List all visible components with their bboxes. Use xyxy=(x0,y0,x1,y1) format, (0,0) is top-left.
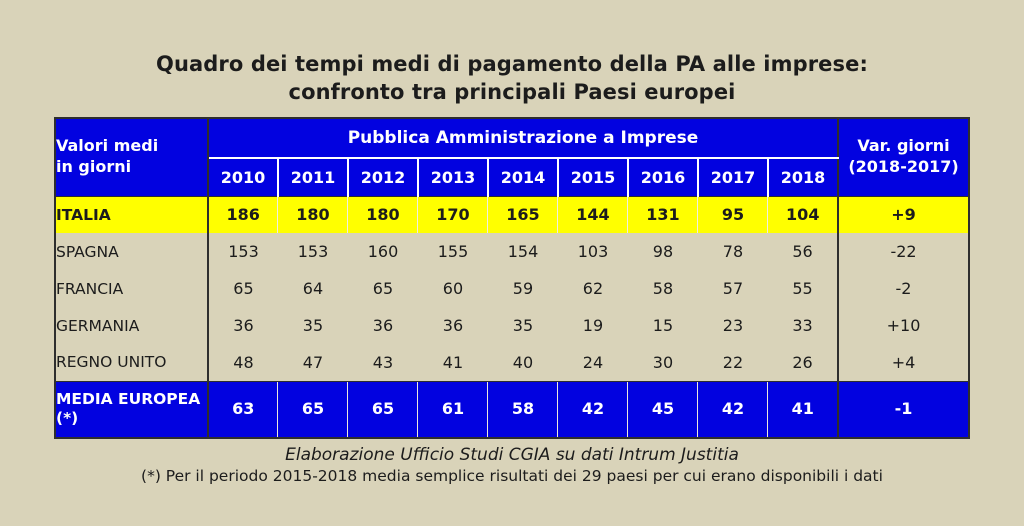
value-cell: 43 xyxy=(372,352,394,372)
table-row: FRANCIA 65 64 65 60 59 62 58 57 55 -2 xyxy=(54,270,970,308)
table-row: SPAGNA 153 153 160 155 154 103 98 78 56 -22 xyxy=(54,233,970,271)
value-cell: 35 xyxy=(512,316,534,336)
value-cell: 22 xyxy=(722,352,744,372)
value-cell: 56 xyxy=(792,242,813,262)
title-line-1: Quadro dei tempi medi di pagamento della… xyxy=(156,52,868,76)
value-cell: 40 xyxy=(512,352,534,372)
value-cell: 24 xyxy=(582,352,604,372)
value-cell: 23 xyxy=(722,316,744,336)
variation-header-line-2: (2018-2017) xyxy=(848,157,959,177)
value-cell: 104 xyxy=(767,195,839,234)
value-cell: 35 xyxy=(302,316,324,336)
value-cell: 36 xyxy=(372,316,394,336)
country-label: MEDIA EUROPEA (*) xyxy=(54,380,209,439)
value-cell: 55 xyxy=(792,279,813,299)
value-cell: 63 xyxy=(207,380,278,439)
country-label: FRANCIA xyxy=(54,270,209,308)
corner-header: Valori medi in giorni xyxy=(54,117,209,197)
variation-cell: -22 xyxy=(837,233,970,271)
corner-header-line-2: in giorni xyxy=(55,157,132,177)
value-cell: 65 xyxy=(347,380,418,439)
year-header: 2018 xyxy=(766,157,839,197)
value-cell: 65 xyxy=(277,380,348,439)
group-header: Pubblica Amministrazione a Imprese xyxy=(207,117,839,159)
value-cell: 98 xyxy=(652,242,674,262)
value-cell: 26 xyxy=(792,352,813,372)
page-title: Quadro dei tempi medi di pagamento della… xyxy=(0,0,1024,107)
payments-table: Valori medi in giorni Pubblica Amministr… xyxy=(53,116,971,440)
country-label: SPAGNA xyxy=(54,233,209,271)
variation-cell: +10 xyxy=(837,307,970,345)
corner-header-line-1: Valori medi xyxy=(55,136,159,156)
value-cell: 103 xyxy=(577,242,609,262)
value-cell: 65 xyxy=(372,279,394,299)
value-cell: 42 xyxy=(557,380,628,439)
value-cell: 45 xyxy=(627,380,698,439)
value-cell: 186 xyxy=(207,195,278,234)
value-cell: 48 xyxy=(233,352,254,372)
year-header: 2012 xyxy=(346,157,418,197)
year-header: 2010 xyxy=(207,157,278,197)
value-cell: 58 xyxy=(487,380,558,439)
title-line-2: confronto tra principali Paesi europei xyxy=(288,80,736,105)
value-cell: 153 xyxy=(228,242,259,262)
footnote: (*) Per il periodo 2015-2018 media sempl… xyxy=(141,467,883,486)
value-cell: 160 xyxy=(367,242,399,262)
table-row: MEDIA EUROPEA (*) 63 65 65 61 58 42 45 42 41 -1 xyxy=(54,380,970,439)
year-header: 2016 xyxy=(626,157,698,197)
year-header: 2017 xyxy=(696,157,768,197)
country-label: GERMANIA xyxy=(54,307,209,345)
year-header: 2013 xyxy=(416,157,488,197)
value-cell: 62 xyxy=(582,279,604,299)
value-cell: 131 xyxy=(627,195,698,234)
country-label: ITALIA xyxy=(54,195,209,234)
years-header-row: 2010 2011 2012 2013 2014 2015 2016 2017 2018 xyxy=(55,157,969,197)
year-header: 2011 xyxy=(276,157,348,197)
value-cell: 170 xyxy=(417,195,488,234)
table-row: REGNO UNITO 48 47 43 41 40 24 30 22 26 +4 xyxy=(54,344,970,382)
value-cell: 60 xyxy=(442,279,464,299)
value-cell: 33 xyxy=(792,316,813,336)
value-cell: 144 xyxy=(557,195,628,234)
value-cell: 154 xyxy=(507,242,539,262)
value-cell: 30 xyxy=(652,352,674,372)
variation-header-line-1: Var. giorni xyxy=(857,136,950,156)
value-cell: 42 xyxy=(697,380,768,439)
value-cell: 165 xyxy=(487,195,558,234)
year-header: 2015 xyxy=(556,157,628,197)
value-cell: 36 xyxy=(233,316,254,336)
value-cell: 41 xyxy=(767,380,839,439)
value-cell: 57 xyxy=(722,279,744,299)
variation-header: Var. giorni (2018-2017) xyxy=(837,117,970,197)
value-cell: 155 xyxy=(437,242,469,262)
value-cell: 95 xyxy=(697,195,768,234)
value-cell: 58 xyxy=(652,279,674,299)
table-row: ITALIA 186 180 180 170 165 144 131 95 104 +9 xyxy=(54,195,970,234)
value-cell: 36 xyxy=(442,316,464,336)
value-cell: 78 xyxy=(722,242,744,262)
table-row: GERMANIA 36 35 36 36 35 19 15 23 33 +10 xyxy=(54,307,970,345)
variation-cell: -2 xyxy=(837,270,970,308)
variation-cell: +4 xyxy=(837,344,970,382)
value-cell: 64 xyxy=(302,279,324,299)
value-cell: 61 xyxy=(417,380,488,439)
group-header-row: Valori medi in giorni Pubblica Amministr… xyxy=(54,117,970,197)
value-cell: 153 xyxy=(297,242,329,262)
value-cell: 19 xyxy=(582,316,604,336)
variation-cell: +9 xyxy=(837,195,970,234)
year-header: 2014 xyxy=(486,157,558,197)
value-cell: 47 xyxy=(302,352,324,372)
value-cell: 180 xyxy=(277,195,348,234)
value-cell: 15 xyxy=(652,316,674,336)
source-note: Elaborazione Ufficio Studi CGIA su dati … xyxy=(285,445,739,466)
variation-cell: -1 xyxy=(837,380,970,439)
value-cell: 180 xyxy=(347,195,418,234)
country-label: REGNO UNITO xyxy=(54,344,209,382)
value-cell: 65 xyxy=(233,279,254,299)
value-cell: 59 xyxy=(512,279,534,299)
value-cell: 41 xyxy=(442,352,464,372)
